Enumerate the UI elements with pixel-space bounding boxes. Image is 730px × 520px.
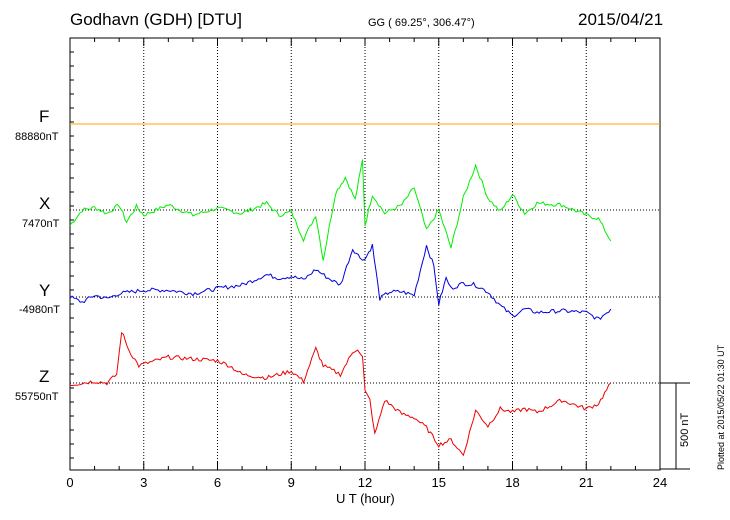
x-tick-label: 9 bbox=[288, 475, 295, 490]
station-title: Godhavn (GDH) [DTU] bbox=[70, 10, 242, 29]
x-tick-label: 0 bbox=[66, 475, 73, 490]
series-label-Y: Y bbox=[39, 281, 51, 300]
series-label-F: F bbox=[39, 107, 50, 126]
baseline-label-Y: -4980nT bbox=[19, 304, 60, 316]
baseline-label-X: 7470nT bbox=[22, 218, 60, 230]
x-tick-label: 18 bbox=[505, 475, 519, 490]
x-tick-label: 15 bbox=[432, 475, 446, 490]
x-tick-label: 12 bbox=[358, 475, 372, 490]
baseline-label-F: 88880nT bbox=[15, 131, 59, 143]
x-axis-label: U T (hour) bbox=[336, 491, 395, 506]
x-tick-label: 24 bbox=[653, 475, 667, 490]
series-label-X: X bbox=[39, 194, 51, 213]
series-label-Z: Z bbox=[39, 367, 50, 386]
plotted-timestamp: Plotted at 2015/05/22 01:30 UT bbox=[716, 344, 726, 470]
baseline-label-Z: 55750nT bbox=[15, 391, 59, 403]
scale-bar-label: 500 nT bbox=[679, 412, 691, 447]
x-tick-label: 6 bbox=[214, 475, 221, 490]
series-line-X bbox=[69, 159, 612, 261]
series-line-Z bbox=[69, 331, 612, 457]
x-tick-label: 21 bbox=[579, 475, 593, 490]
x-tick-label: 3 bbox=[140, 475, 147, 490]
plot-date: 2015/04/21 bbox=[578, 10, 664, 29]
series-line-Y bbox=[69, 244, 612, 320]
station-coordinates: GG ( 69.25°, 306.47°) bbox=[368, 17, 475, 29]
